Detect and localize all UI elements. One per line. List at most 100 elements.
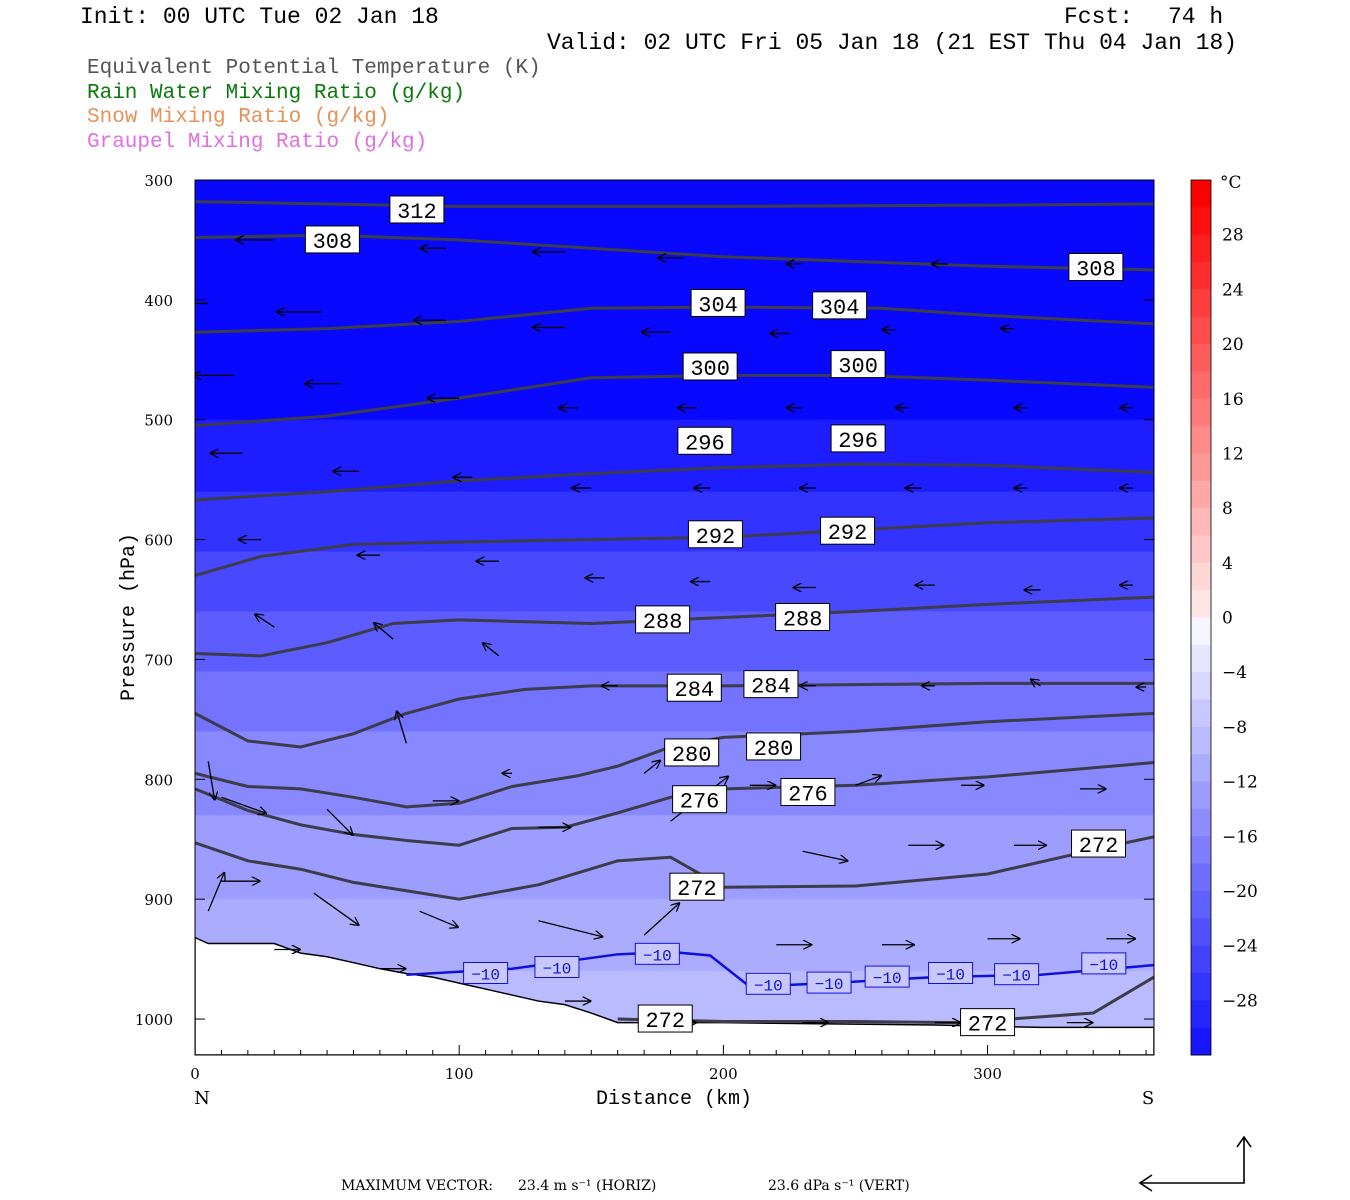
colorbar-tick-label: 20 (1222, 335, 1244, 355)
theta-e-label-box (666, 673, 722, 702)
y-tick-label: 300 (144, 172, 173, 190)
theta-e-label-box (672, 785, 728, 814)
colorbar-tick-label: −16 (1222, 827, 1258, 847)
colorbar-unit-label: °C (1220, 173, 1242, 193)
theta-e-label: 272 (1079, 834, 1119, 859)
colorbar-swatch (1191, 781, 1211, 810)
x-axis-title: Distance (km) (596, 1088, 752, 1111)
theta-e-label-box (1071, 829, 1127, 858)
isotherm-label-box (634, 942, 680, 965)
theta-e-contour (195, 462, 1154, 502)
wind-vector (802, 850, 848, 861)
colorbar-tick-label: 4 (1222, 554, 1233, 574)
colorbar-swatch (1191, 562, 1211, 591)
plot-area: 312 308 308 304 304 300 300 296 296 292 292 288 288 2… (195, 180, 1154, 1055)
colorbar-swatch (1191, 316, 1211, 345)
theta-e-label-box (743, 670, 799, 699)
theta-e-label: 296 (685, 431, 725, 456)
colorbar-swatch (1191, 207, 1211, 236)
max-vector-label: MAXIMUM VECTOR: (341, 1178, 493, 1194)
theta-e-label: 296 (838, 429, 878, 454)
y-tick-label: 800 (144, 771, 173, 789)
theta-e-label: 288 (783, 608, 823, 633)
wind-vector (483, 643, 500, 657)
colorbar-swatch (1191, 699, 1211, 728)
y-tick-label: 500 (144, 412, 173, 430)
wind-vector (1031, 679, 1041, 685)
theta-e-label: 300 (690, 357, 730, 382)
wind-vector (419, 910, 458, 927)
isotherm-label-box (1081, 952, 1127, 975)
y-tick-label: 400 (144, 292, 173, 310)
theta-e-label-box (1068, 253, 1124, 281)
colorbar-swatch (1191, 672, 1211, 701)
theta-e-label-box (677, 426, 733, 455)
colorbar-swatch (1191, 644, 1211, 673)
theta-e-label: 308 (313, 230, 353, 255)
theta-e-label-box (690, 288, 746, 317)
y-tick-label: 1000 (135, 1011, 173, 1029)
isotherm-label: −10 (471, 966, 500, 984)
temperature-band (195, 551, 1154, 613)
theta-e-contour (195, 835, 1154, 901)
theta-e-label-box (635, 605, 691, 634)
wind-vector (855, 776, 881, 786)
theta-e-label: 280 (754, 737, 794, 762)
wind-vector (326, 808, 353, 835)
theta-e-label: 284 (751, 675, 791, 700)
legend-snow: Snow Mixing Ratio (g/kg) (87, 106, 390, 129)
colorbar-swatch (1191, 863, 1211, 892)
colorbar-swatch (1191, 590, 1211, 618)
theta-e-label: 276 (680, 790, 720, 815)
colorbar-swatch (1191, 726, 1211, 755)
wind-vector (313, 892, 359, 925)
colorbar-swatch (1191, 344, 1211, 372)
y-tick-label: 600 (144, 532, 173, 550)
theta-e-label: 312 (397, 200, 437, 225)
wind-vector (538, 920, 602, 937)
theta-e-contour (195, 681, 1154, 749)
colorbar-tick-label: 0 (1222, 609, 1233, 629)
theta-e-label-box (830, 350, 886, 379)
colorbar-tick-label: 12 (1222, 444, 1244, 464)
isotherm-label: −10 (873, 970, 902, 988)
theta-e-label: 292 (696, 525, 736, 550)
colorbar-tick-label: −12 (1222, 773, 1258, 793)
isotherm-label: −10 (643, 947, 672, 965)
isotherm-label-box (463, 961, 509, 984)
wind-vector (207, 761, 214, 799)
colorbar-swatch (1191, 754, 1211, 783)
colorbar-swatch (1191, 617, 1211, 646)
colorbar-frame (1190, 179, 1212, 1056)
max-vector-horiz: 23.4 m s⁻¹ (HORIZ) (518, 1178, 657, 1194)
wind-vector (207, 873, 224, 912)
theta-e-label: 292 (828, 521, 868, 546)
isotherm-label: −10 (543, 961, 572, 979)
colorbar-swatch (1191, 508, 1211, 536)
theta-e-label: 304 (820, 296, 860, 321)
colorbar-swatch (1191, 836, 1211, 865)
colorbar-swatch (1191, 262, 1211, 290)
theta-e-contour (195, 373, 1154, 428)
colorbar-swatch (1191, 180, 1211, 208)
isotherm-label: −10 (1089, 957, 1118, 975)
theta-e-label-box (669, 872, 725, 901)
theta-e-contour (195, 200, 1154, 208)
y-tick-label: 700 (144, 651, 173, 669)
legend-theta-e: Equivalent Potential Temperature (K) (87, 57, 541, 80)
theta-e-label: 280 (672, 743, 712, 768)
legend-graupel: Graupel Mixing Ratio (g/kg) (87, 131, 428, 154)
theta-e-contour (195, 595, 1154, 658)
colorbar-swatch (1191, 1027, 1211, 1056)
theta-e-contour (195, 305, 1154, 334)
theta-e-label: 284 (675, 678, 715, 703)
max-vector-vert: 23.6 dPa s⁻¹ (VERT) (768, 1178, 910, 1194)
colorbar-swatch (1191, 234, 1211, 263)
x-tick-label: 200 (709, 1065, 738, 1083)
wind-vector (397, 711, 407, 744)
theta-e-label: 308 (1076, 258, 1116, 283)
axes: 300 400 500 600 700 800 900 1000 0 100 200 300 Dista… (118, 172, 1154, 1111)
wind-vector (374, 623, 394, 640)
theta-e-label-box (637, 1004, 693, 1033)
theta-e-contour (195, 516, 1154, 577)
